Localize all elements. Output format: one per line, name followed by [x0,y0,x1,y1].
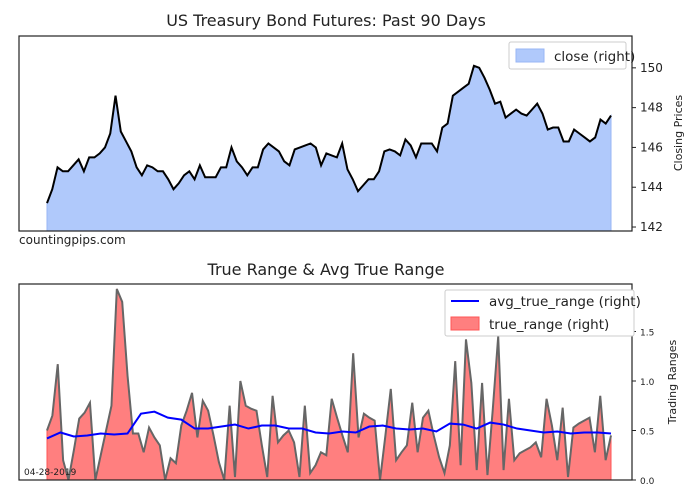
true-range-line [46,288,612,481]
avg-true-range-line [46,410,612,440]
range-plot [46,288,612,481]
watermark: countingpips.com [19,233,126,247]
axes-frame-bottom [18,283,633,481]
legend-top: close (right) [508,41,635,70]
y-tick-label: 150 [640,61,663,75]
y-tick-label: 1.5 [640,329,654,339]
y-tick-label: 0.5 [640,428,654,438]
y-tick-label: 142 [640,220,663,234]
y-tick-label: 148 [640,101,663,115]
axes-frame-top [18,35,633,232]
y-axis-top: 142 144 146 148 150 [632,61,663,234]
legend-label-close: close (right) [554,49,635,65]
close-line [46,64,612,204]
legend-label-avg: avg_true_range (right) [489,294,641,310]
chart-title-top: US Treasury Bond Futures: Past 90 Days [166,11,486,30]
y-tick-label: 144 [640,180,663,194]
y-axis-label-bottom: Trading Ranges [666,340,679,426]
legend-bottom: avg_true_range (right) true_range (right… [444,289,641,337]
legend-swatch-tr [450,316,480,331]
y-axis-label-top: Closing Prices [672,95,685,172]
y-tick-label: 146 [640,140,663,154]
y-axis-bottom: 0.0 0.5 1.0 1.5 [632,329,655,487]
legend-label-tr: true_range (right) [489,317,609,333]
chart-title-bottom: True Range & Avg True Range [207,260,445,279]
price-plot [46,64,612,232]
close-area [46,65,612,232]
y-tick-label: 0.0 [640,477,655,487]
legend-swatch-close [515,48,545,63]
date-label: 04-28-2019 [24,468,77,478]
y-tick-label: 1.0 [640,378,655,388]
